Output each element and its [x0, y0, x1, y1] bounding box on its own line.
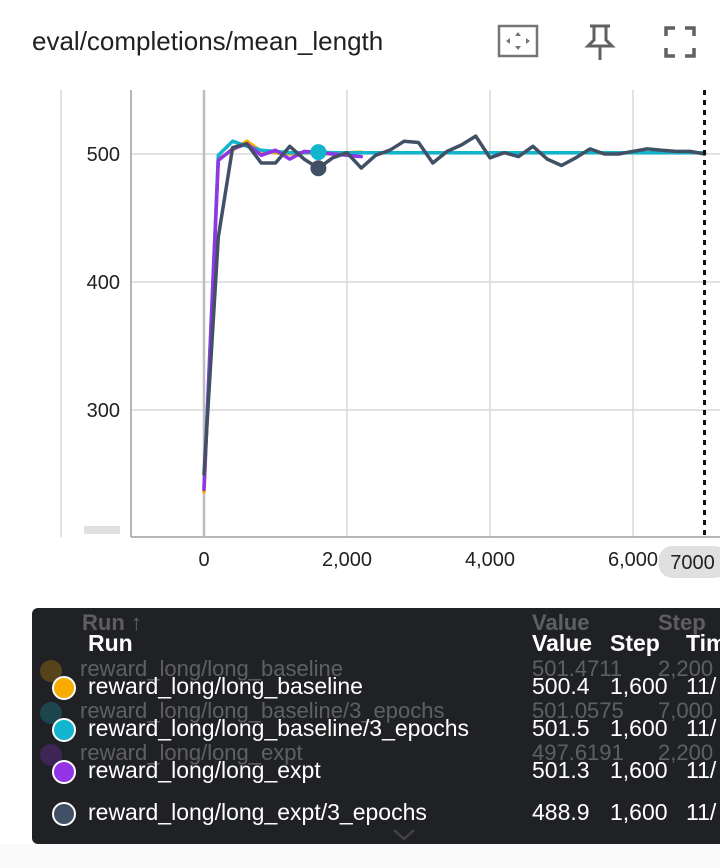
axes [84, 90, 720, 538]
series-line-1 [202, 139, 707, 489]
row-run: reward_long/long_baseline/3_epochs [88, 715, 470, 741]
x-tick-label: 2,000 [322, 549, 372, 571]
ghost-run: reward_long/long_baseline/3_epochs [80, 698, 445, 723]
tooltip-row: reward_long/long_baseline/3_epochs 501.5 1… [32, 712, 720, 748]
series-color-dot [52, 802, 76, 826]
row-run: reward_long/long_expt/3_epochs [88, 799, 427, 825]
x-tick-label: 4,000 [465, 549, 515, 571]
row-time: 11/ [686, 715, 717, 741]
ghost-value-header: Value [532, 610, 590, 635]
row-time: 11/ [686, 673, 717, 699]
ghost-run-header: Run ↑ [82, 610, 142, 635]
ghost-value: 501.4711 [532, 656, 623, 681]
ghost-run: reward_long/long_expt [80, 740, 303, 765]
fit-domain-icon[interactable] [496, 22, 540, 62]
series-line-2 [202, 142, 364, 492]
ghost-dot [40, 744, 62, 766]
row-value: 500.4 [532, 673, 590, 699]
pin-icon[interactable] [578, 22, 622, 62]
tooltip-row: reward_long/long_expt/3_epochs 488.9 1,600… [32, 796, 720, 832]
row-time: 11/ [686, 757, 717, 783]
series-layer [202, 134, 707, 494]
x-tick-label: 6,000 [608, 549, 658, 571]
clipped-tick-fragment [84, 526, 120, 534]
row-step: 1,600 [610, 757, 668, 783]
ghost-step: 2,200 [658, 740, 714, 765]
ghost-step-header: Step [658, 610, 706, 635]
series-line-0 [202, 139, 364, 494]
chevron-down-icon[interactable] [390, 824, 418, 844]
fullscreen-icon[interactable] [658, 22, 702, 62]
row-time: 11/ [686, 799, 717, 825]
row-run: reward_long/long_baseline [88, 673, 363, 699]
ghost-step: 2,200 [658, 656, 714, 681]
step-header[interactable]: Step [610, 630, 660, 656]
series-color-dot [52, 760, 76, 784]
y-tick-label: 300 [87, 400, 120, 422]
row-value: 501.3 [532, 757, 590, 783]
ghost-dot [40, 660, 62, 682]
row-step: 1,600 [610, 799, 668, 825]
ghost-run: reward_long/long_baseline [80, 656, 343, 681]
tooltip-row: reward_long/long_expt 501.3 1,600 11/ [32, 754, 720, 790]
row-step: 1,600 [610, 673, 668, 699]
cursor-label: 7000 [670, 552, 715, 574]
time-header[interactable]: Time [686, 630, 720, 656]
card-title: eval/completions/mean_length [32, 26, 384, 56]
run-header[interactable]: Run [88, 630, 133, 656]
row-value: 488.9 [532, 799, 590, 825]
y-tick-label: 400 [87, 272, 120, 294]
line-chart[interactable]: 300 400 500 0 2,000 4,000 6,000 7000 [0, 80, 720, 580]
ghost-step: 7,000 [658, 698, 714, 723]
row-run: reward_long/long_expt [88, 757, 321, 783]
tick-labels: 300 400 500 0 2,000 4,000 6,000 [87, 144, 658, 571]
value-header[interactable]: Value [532, 630, 593, 656]
hover-tooltip: Run ↑ Value Step reward_long/long_baseli… [32, 608, 720, 844]
series-line-3 [202, 134, 707, 476]
series-color-dot [52, 718, 76, 742]
tooltip-row: reward_long/long_baseline 500.4 1,600 11/ [32, 670, 720, 706]
grid-lines [60, 90, 720, 537]
x-tick-label: 0 [198, 549, 209, 571]
ghost-dot [40, 702, 62, 724]
row-step: 1,600 [610, 715, 668, 741]
ghost-value: 497.6191 [532, 740, 624, 765]
ghost-value: 501.0575 [532, 698, 624, 723]
step-cursor: 7000 [658, 90, 720, 578]
hover-point-3 [310, 160, 327, 177]
hover-point-1 [310, 144, 327, 161]
row-value: 501.5 [532, 715, 590, 741]
series-color-dot [52, 676, 76, 700]
bottom-strip [0, 844, 720, 868]
y-tick-label: 500 [87, 144, 120, 166]
cursor-label-bg [658, 546, 720, 578]
